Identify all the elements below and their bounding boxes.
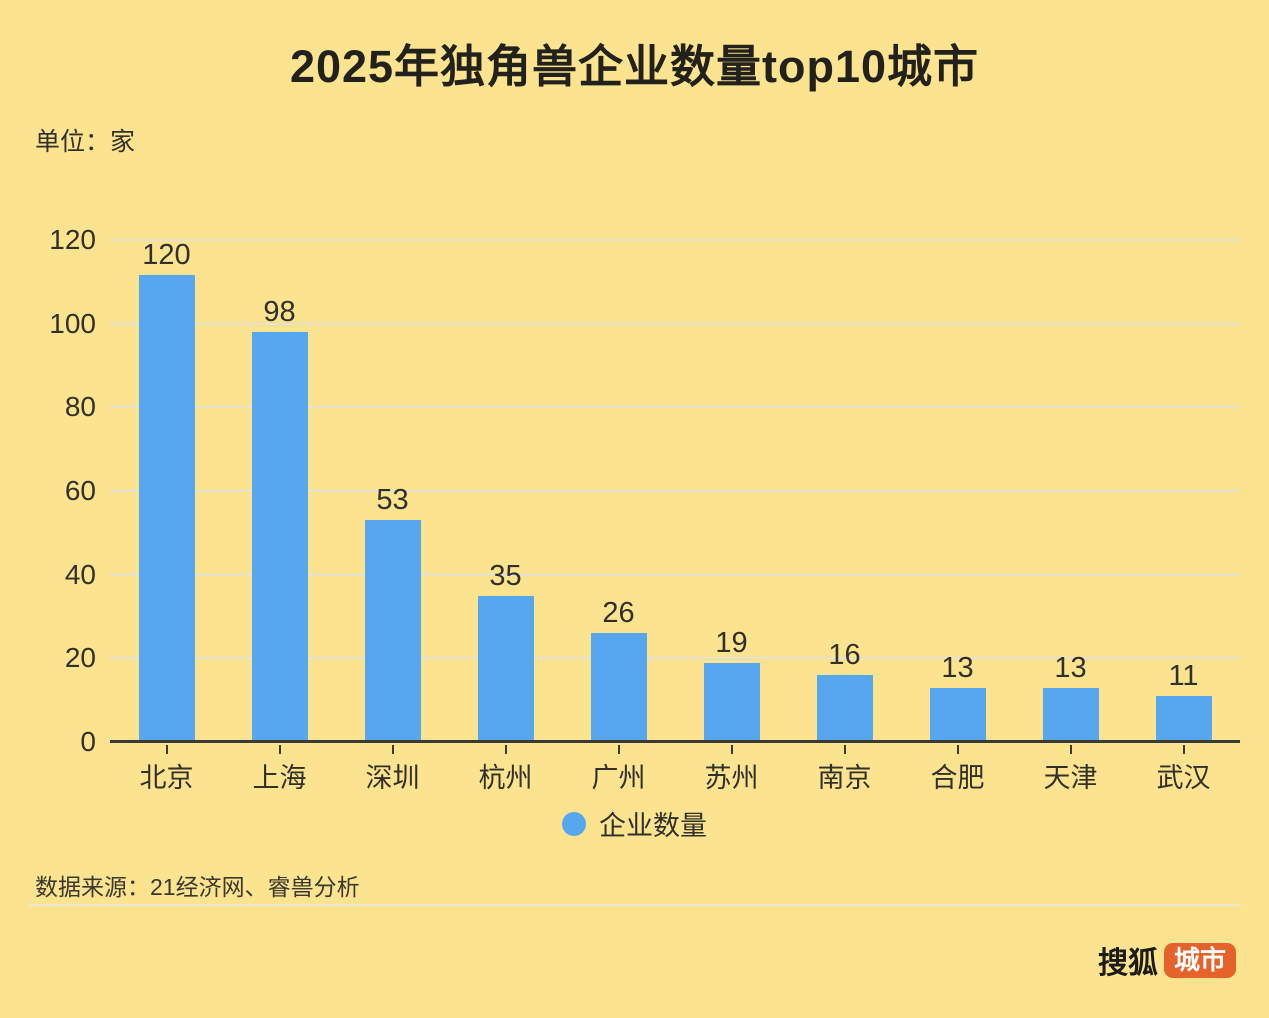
x-axis-category-label: 天津	[1043, 763, 1098, 793]
bar	[138, 275, 195, 742]
bar-slot: 120	[110, 239, 223, 754]
bar	[364, 520, 421, 742]
bar	[816, 675, 873, 742]
bar-slot: 11	[1127, 240, 1240, 754]
gridline	[110, 239, 1240, 241]
x-axis-category-label: 武汉	[1156, 763, 1211, 793]
x-axis-category-label: 广州	[591, 763, 646, 793]
x-axis-category-label: 上海	[252, 763, 307, 793]
y-axis-tick-label: 120	[49, 224, 96, 255]
bar-value-label: 13	[1054, 651, 1087, 684]
data-source-note: 数据来源：21经济网、睿兽分析	[35, 874, 360, 900]
bar-value-label: 26	[602, 597, 635, 630]
bar-slot: 13	[1014, 240, 1127, 754]
bar-slot: 26	[562, 240, 675, 754]
y-axis-labels: 0 20 40 60 80 100 120	[0, 226, 96, 756]
bar	[477, 595, 534, 742]
bar-value-label: 35	[489, 559, 522, 592]
bar-value-label: 13	[941, 651, 974, 684]
bar-slot: 19	[675, 240, 788, 754]
x-axis-tick	[165, 745, 168, 754]
gridline	[110, 406, 1240, 409]
y-axis-tick-label: 0	[80, 726, 96, 757]
x-axis-labels: 北京 上海 深圳 杭州 广州 苏州 南京 合肥 天津 武汉	[110, 756, 1240, 795]
x-axis-category-label: 深圳	[365, 763, 420, 793]
y-axis-tick-label: 60	[64, 475, 96, 506]
bar	[929, 687, 986, 742]
bar-slot: 53	[336, 240, 449, 754]
bars-row: 120 98 53 35 26 19 16 13 13 11	[110, 239, 1240, 754]
gridline	[110, 322, 1240, 325]
y-axis-tick-label: 100	[49, 307, 96, 339]
x-axis-tick	[843, 745, 846, 754]
y-axis-tick-label: 20	[64, 642, 96, 674]
gridline	[110, 657, 1240, 660]
bar-value-label: 19	[715, 626, 748, 659]
legend-dot-icon	[562, 811, 586, 836]
bar	[1042, 687, 1099, 742]
legend-label: 企业数量	[599, 811, 707, 841]
plot-area: 120 98 53 35 26 19 16 13 13 11	[110, 239, 1240, 754]
bar-value-label: 53	[376, 484, 409, 517]
bar	[590, 633, 647, 742]
x-axis-tick	[1069, 745, 1072, 754]
brand-logo: 搜狐 城市	[1098, 938, 1236, 982]
bar-slot: 98	[223, 240, 336, 754]
bar-slot: 35	[449, 240, 562, 754]
x-axis-tick	[1182, 745, 1185, 754]
legend: 企业数量	[0, 804, 1269, 843]
footer-divider	[28, 904, 1241, 906]
brand-badge: 城市	[1163, 942, 1236, 978]
y-axis-tick-label: 80	[64, 391, 96, 423]
gridline	[110, 573, 1240, 576]
x-axis-tick	[617, 745, 620, 754]
x-axis-category-label: 苏州	[704, 763, 759, 793]
bar-value-label: 16	[828, 639, 861, 672]
x-axis-tick	[504, 745, 507, 754]
unit-label: 单位：家	[35, 128, 136, 156]
x-axis-tick	[730, 745, 733, 754]
bar-slot: 13	[901, 240, 1014, 754]
gridline	[110, 490, 1240, 492]
bar	[1155, 695, 1212, 742]
x-axis-line	[110, 740, 1240, 743]
y-axis-tick-label: 40	[64, 558, 96, 590]
x-axis-tick	[278, 745, 281, 754]
x-axis-category-label: 合肥	[930, 763, 985, 793]
x-axis-tick	[956, 745, 959, 754]
bar-value-label: 11	[1168, 659, 1199, 692]
x-axis-tick	[391, 745, 394, 754]
brand-name: 搜狐	[1097, 947, 1158, 980]
chart-title: 2025年独角兽企业数量top10城市	[289, 41, 980, 92]
x-axis-category-label: 杭州	[478, 763, 533, 793]
bar	[703, 662, 760, 742]
bar-slot: 16	[788, 240, 901, 754]
bar-value-label: 120	[142, 239, 191, 271]
x-axis-category-label: 南京	[817, 763, 872, 793]
bar	[251, 332, 308, 742]
x-axis-category-label: 北京	[139, 763, 194, 793]
bar-value-label: 98	[263, 296, 296, 329]
